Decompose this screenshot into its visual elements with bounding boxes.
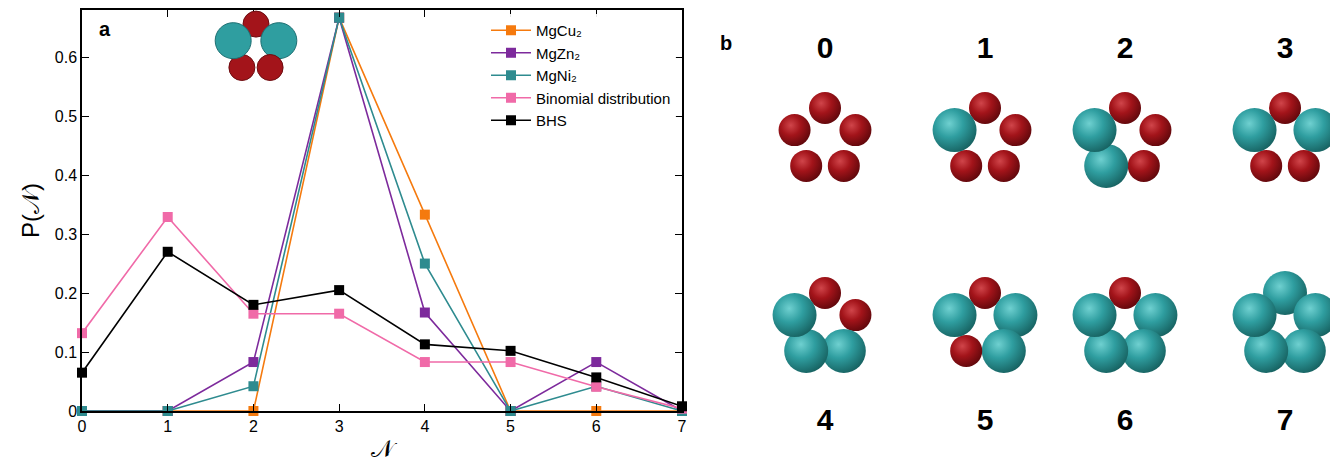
- svg-text:1: 1: [163, 418, 172, 435]
- svg-text:0: 0: [68, 403, 77, 420]
- svg-text:7: 7: [678, 418, 687, 435]
- svg-text:1: 1: [977, 31, 994, 64]
- svg-text:0.2: 0.2: [55, 285, 77, 302]
- svg-text:a: a: [99, 18, 111, 40]
- svg-text:0.3: 0.3: [55, 226, 77, 243]
- svg-text:2: 2: [249, 418, 258, 435]
- svg-text:0: 0: [817, 31, 834, 64]
- svg-text:0.5: 0.5: [55, 108, 77, 125]
- svg-text:Binomial distribution: Binomial distribution: [536, 90, 670, 107]
- svg-text:P(𝒩): P(𝒩): [17, 183, 44, 238]
- svg-text:b: b: [720, 32, 732, 54]
- svg-text:3: 3: [335, 418, 344, 435]
- svg-text:2: 2: [1117, 31, 1134, 64]
- svg-text:4: 4: [817, 403, 834, 436]
- svg-text:MgZn₂: MgZn₂: [536, 45, 580, 62]
- svg-text:MgNi₂: MgNi₂: [536, 67, 577, 84]
- svg-text:0.1: 0.1: [55, 344, 77, 361]
- svg-text:7: 7: [1277, 403, 1294, 436]
- svg-text:𝒩: 𝒩: [371, 435, 398, 462]
- svg-text:0.4: 0.4: [55, 167, 77, 184]
- svg-text:6: 6: [1117, 403, 1134, 436]
- svg-text:5: 5: [506, 418, 515, 435]
- svg-text:0: 0: [78, 418, 87, 435]
- svg-text:5: 5: [977, 403, 994, 436]
- svg-text:6: 6: [592, 418, 601, 435]
- svg-text:BHS: BHS: [536, 112, 567, 129]
- svg-text:3: 3: [1277, 31, 1294, 64]
- svg-text:0.6: 0.6: [55, 49, 77, 66]
- svg-text:MgCu₂: MgCu₂: [536, 22, 582, 39]
- svg-text:4: 4: [420, 418, 429, 435]
